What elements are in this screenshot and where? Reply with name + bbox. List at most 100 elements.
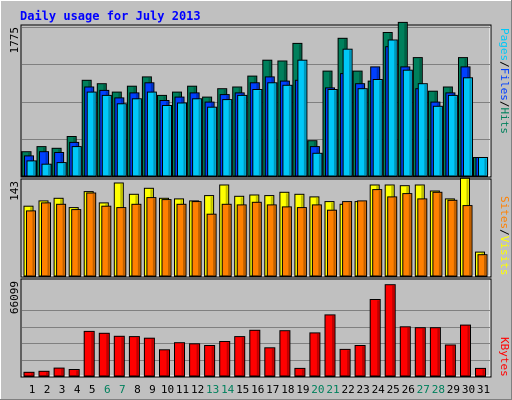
bar-shade-sites-day-19: [303, 208, 306, 275]
bar-kbytes-day-24: [369, 299, 381, 377]
bar-kbytes-day-6: [98, 332, 110, 377]
bar-shade-kbytes-day-30: [467, 326, 470, 375]
bar-shade-sites-day-9: [152, 198, 155, 275]
bar-shade-pages-day-22: [349, 50, 352, 176]
bar-shade-sites-day-10: [168, 200, 170, 275]
day-label-20: 20: [311, 383, 324, 396]
bar-sites-day-13: [206, 213, 217, 277]
bar-shade-kbytes-day-13: [211, 346, 214, 375]
kbytes-bars: [23, 284, 486, 377]
visits-axis-label: Sites/Visits: [498, 196, 511, 276]
bar-shade-sites-day-31: [484, 255, 486, 275]
bar-pages-day-13: [207, 106, 218, 177]
bar-pages-day-19: [297, 59, 308, 177]
bar-shade-kbytes-day-4: [76, 370, 79, 375]
bar-kbytes-day-28: [429, 327, 441, 377]
bar-shade-pages-day-17: [273, 83, 276, 175]
bar-sites-day-5: [86, 192, 97, 277]
bar-shade-kbytes-day-1: [31, 373, 33, 375]
bar-sites-day-7: [116, 207, 127, 277]
bar-shade-kbytes-day-27: [422, 328, 425, 375]
bar-shade-kbytes-day-12: [196, 344, 199, 375]
bar-shade-kbytes-day-23: [362, 346, 365, 375]
bar-pages-day-4: [71, 146, 82, 177]
bar-shade-sites-day-2: [47, 203, 50, 275]
bar-pages-day-8: [131, 98, 142, 177]
bar-shade-sites-day-26: [408, 194, 411, 275]
bar-shade-pages-day-15: [243, 96, 246, 175]
bar-pages-day-6: [101, 94, 112, 177]
bar-sites-day-22: [342, 201, 353, 277]
bar-kbytes-day-8: [128, 336, 140, 377]
bar-pages-day-9: [146, 91, 157, 177]
bar-kbytes-day-20: [309, 332, 321, 377]
bar-shade-sites-day-30: [469, 206, 471, 275]
bar-shade-pages-day-3: [63, 163, 66, 175]
bar-shade-sites-day-18: [288, 207, 291, 275]
bar-shade-sites-day-11: [183, 205, 185, 275]
day-label-8: 8: [134, 383, 141, 396]
bar-kbytes-day-27: [414, 327, 426, 377]
bar-shade-kbytes-day-6: [106, 334, 109, 375]
day-label-30: 30: [462, 383, 475, 396]
bar-shade-kbytes-day-11: [181, 343, 184, 375]
day-label-6: 6: [104, 383, 111, 396]
bar-shade-sites-day-14: [228, 205, 231, 275]
bar-shade-kbytes-day-14: [226, 342, 229, 375]
day-label-2: 2: [44, 383, 51, 396]
bar-kbytes-day-17: [264, 347, 276, 377]
day-label-18: 18: [281, 383, 294, 396]
bar-sites-day-20: [311, 204, 322, 277]
bar-shade-sites-day-24: [378, 190, 381, 275]
bar-kbytes-day-15: [234, 336, 246, 377]
bar-sites-day-14: [221, 203, 232, 277]
day-label-10: 10: [161, 383, 174, 396]
bar-shade-kbytes-day-15: [241, 337, 244, 375]
bar-shade-sites-day-22: [348, 202, 351, 275]
day-label-12: 12: [191, 383, 204, 396]
hits-files-pages-bars: [21, 21, 488, 177]
bar-pages-day-16: [252, 89, 263, 177]
day-label-7: 7: [119, 383, 126, 396]
files-label: Files: [498, 68, 511, 101]
bar-pages-day-27: [417, 83, 428, 177]
bar-pages-day-17: [267, 82, 278, 177]
bar-pages-day-26: [402, 69, 413, 177]
bar-kbytes-day-10: [159, 349, 170, 377]
bar-shade-pages-day-9: [153, 93, 156, 175]
bar-kbytes-day-11: [174, 342, 185, 377]
bar-pages-day-21: [327, 89, 338, 177]
day-label-25: 25: [387, 383, 400, 396]
bar-sites-day-28: [432, 191, 443, 277]
bar-shade-kbytes-day-21: [332, 315, 334, 375]
bar-shade-pages-day-10: [168, 106, 171, 175]
bar-shade-kbytes-day-26: [407, 327, 410, 375]
bar-shade-kbytes-day-24: [377, 300, 380, 375]
bar-kbytes-day-18: [279, 330, 291, 377]
bar-shade-pages-day-26: [409, 71, 412, 175]
bar-sites-day-21: [327, 209, 337, 277]
bar-sites-day-30: [462, 205, 473, 277]
hits-panel: 1775 Pages/Files/Hits: [8, 21, 511, 178]
bar-sites-day-10: [161, 199, 172, 277]
kbytes-axis-max-label: 66099: [8, 281, 21, 314]
bar-shade-pages-day-8: [138, 99, 141, 175]
bar-sites-day-9: [146, 197, 157, 277]
bar-shade-kbytes-day-29: [452, 346, 455, 375]
day-label-4: 4: [74, 383, 81, 396]
bar-sites-day-17: [266, 204, 277, 277]
chart-title: Daily usage for July 2013: [20, 9, 201, 23]
bar-shade-sites-day-1: [32, 211, 35, 275]
bar-sites-day-6: [101, 205, 112, 277]
kbytes-panel: 66099 KBytes: [8, 278, 511, 378]
hits-label: Hits: [498, 108, 511, 135]
bar-shade-sites-day-8: [137, 205, 140, 275]
bar-shade-kbytes-day-16: [256, 331, 259, 375]
bar-sites-day-4: [71, 209, 82, 277]
bar-sites-day-27: [417, 198, 428, 277]
visits-panel: 143 Sites/Visits: [8, 177, 511, 278]
bar-shade-kbytes-day-22: [347, 350, 350, 375]
bar-shade-pages-day-23: [364, 89, 367, 175]
day-label-28: 28: [432, 383, 445, 396]
